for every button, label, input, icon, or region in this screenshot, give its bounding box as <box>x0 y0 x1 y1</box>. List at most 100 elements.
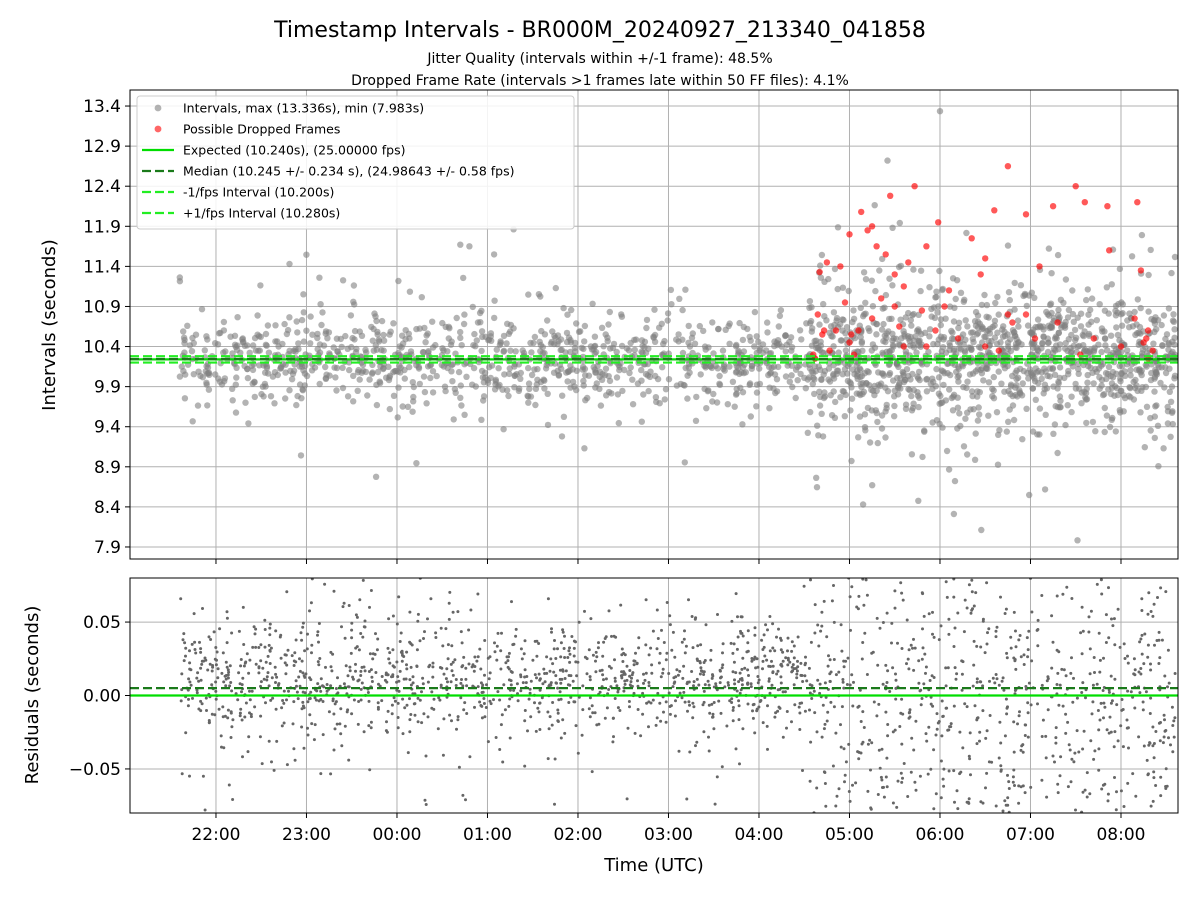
residual-point <box>480 716 484 720</box>
residual-point <box>1151 725 1155 729</box>
interval-point <box>180 334 188 341</box>
residual-point <box>272 768 276 772</box>
residual-point <box>768 649 772 653</box>
interval-point <box>258 390 265 398</box>
residual-point <box>1026 711 1030 715</box>
residual-point <box>1112 745 1116 749</box>
interval-point <box>537 341 545 349</box>
interval-point <box>1071 326 1079 334</box>
residual-point <box>446 680 449 684</box>
interval-point <box>410 393 417 401</box>
interval-point <box>1134 296 1142 303</box>
residual-point <box>835 794 839 798</box>
interval-point <box>942 349 950 356</box>
residual-point <box>306 726 309 730</box>
residual-point <box>756 681 760 685</box>
residual-point <box>1018 710 1021 714</box>
residual-point <box>1077 750 1081 754</box>
interval-point <box>737 384 744 391</box>
interval-point <box>320 342 328 349</box>
residual-point <box>1100 592 1104 596</box>
residual-point <box>504 661 508 665</box>
residual-point <box>1097 768 1101 772</box>
interval-point <box>883 334 890 341</box>
residual-point <box>746 629 750 633</box>
residual-point <box>881 621 885 624</box>
residual-point <box>521 681 525 685</box>
residual-point <box>1161 741 1165 745</box>
interval-point <box>871 344 879 351</box>
residual-point <box>485 683 488 687</box>
residual-point <box>655 647 659 651</box>
residual-point <box>607 609 611 613</box>
interval-point <box>297 452 305 459</box>
interval-point <box>534 365 541 373</box>
interval-point <box>531 333 539 341</box>
residual-point <box>1006 803 1010 807</box>
interval-point <box>921 329 929 336</box>
residual-point <box>993 681 997 685</box>
residual-point <box>979 680 983 684</box>
interval-point <box>541 385 548 392</box>
residual-point <box>909 770 913 774</box>
residual-point <box>823 782 827 785</box>
residual-point <box>431 665 435 669</box>
interval-point <box>923 388 931 395</box>
interval-point <box>186 342 194 349</box>
interval-point <box>697 371 704 378</box>
interval-point <box>862 427 869 434</box>
residual-point <box>415 664 419 668</box>
residual-point <box>910 736 914 740</box>
interval-point <box>573 367 580 374</box>
residual-point <box>548 715 552 719</box>
residual-point <box>940 734 944 738</box>
residual-point <box>1070 656 1073 660</box>
residual-point <box>1151 799 1155 803</box>
interval-point <box>753 349 760 357</box>
interval-point <box>472 343 479 350</box>
residual-point <box>972 604 976 608</box>
interval-point <box>479 333 486 341</box>
residual-point <box>1017 801 1021 805</box>
residual-point <box>861 710 865 714</box>
y-tick-label: 11.9 <box>83 217 121 237</box>
legend: Intervals, max (13.336s), min (7.983s)Po… <box>136 95 575 230</box>
residual-point <box>195 688 199 692</box>
x-tick-label: 03:00 <box>644 825 693 845</box>
dropped-frame-point <box>1081 199 1089 206</box>
residual-point <box>230 631 234 635</box>
interval-point <box>661 337 668 345</box>
x-tick-label: 00:00 <box>372 825 421 845</box>
residual-point <box>1093 671 1096 674</box>
residual-point <box>1001 809 1005 813</box>
residual-point <box>620 647 624 651</box>
interval-point <box>878 326 886 333</box>
residual-point <box>999 768 1003 772</box>
residual-point <box>354 613 358 617</box>
interval-point <box>830 343 837 350</box>
residual-point <box>792 667 796 671</box>
residual-point <box>1140 597 1144 601</box>
residual-point <box>576 751 580 755</box>
interval-point <box>631 346 638 354</box>
residual-point <box>795 676 799 680</box>
interval-point <box>503 340 510 347</box>
residual-point <box>994 673 998 676</box>
residual-point <box>603 637 607 640</box>
residual-point <box>662 641 666 644</box>
interval-point <box>1114 331 1122 339</box>
residual-point <box>1072 676 1075 680</box>
interval-point <box>953 368 960 376</box>
residual-point <box>306 632 309 636</box>
residual-point <box>182 632 186 636</box>
residual-point <box>880 778 884 782</box>
residual-point <box>1081 790 1085 794</box>
residual-point <box>756 675 760 678</box>
interval-point <box>1064 402 1071 409</box>
interval-point <box>1116 265 1124 273</box>
residual-point <box>937 638 941 642</box>
residual-point <box>753 655 757 659</box>
residual-point <box>573 700 577 704</box>
interval-point <box>902 314 909 321</box>
residual-point <box>205 709 208 712</box>
